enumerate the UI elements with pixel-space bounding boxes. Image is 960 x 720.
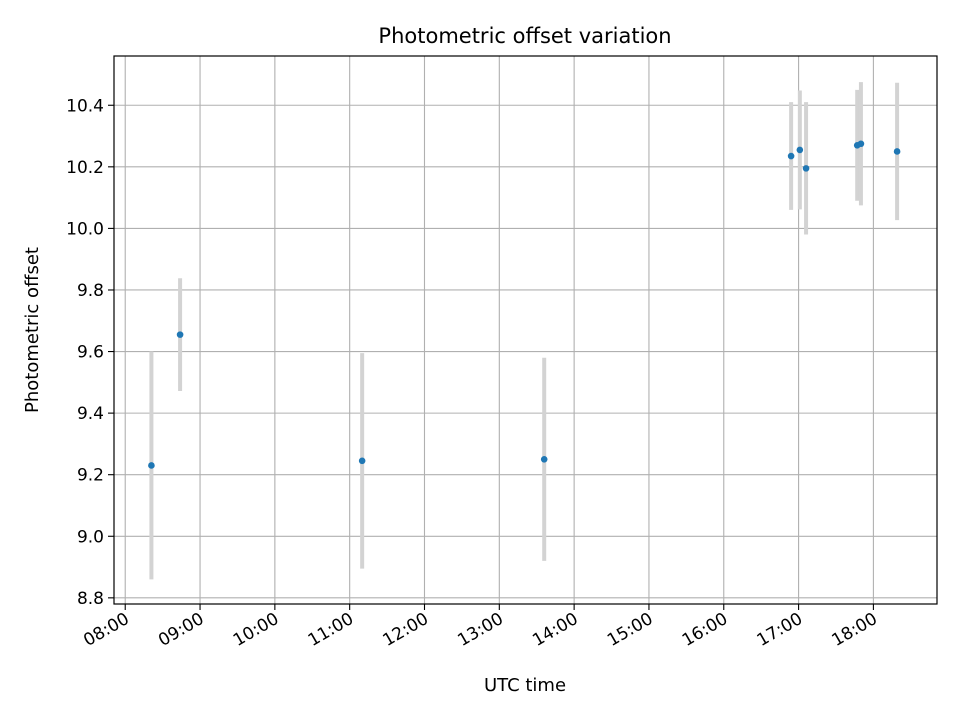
y-tick-label: 9.8 [77, 281, 104, 301]
data-point [358, 457, 366, 465]
y-tick-label: 8.8 [77, 589, 104, 609]
data-points [148, 140, 901, 469]
y-tick-label: 9.6 [77, 343, 104, 363]
y-tick-label: 10.2 [66, 158, 104, 178]
grid [114, 56, 937, 604]
data-point [176, 331, 184, 338]
data-point [857, 140, 865, 148]
data-point [796, 146, 804, 154]
y-tick-label: 10.0 [66, 219, 104, 239]
plot-frame [113, 55, 938, 605]
y-tick-label: 9.4 [77, 404, 104, 424]
data-point [787, 152, 795, 160]
y-tick-label: 10.4 [66, 96, 104, 116]
y-axis-label: Photometric offset [22, 247, 43, 413]
data-point [540, 456, 548, 463]
y-tick-label: 9.2 [77, 466, 104, 486]
x-axis-label: UTC time [484, 675, 566, 696]
data-point [802, 165, 810, 172]
y-tick-label: 9.0 [77, 527, 104, 547]
data-point [148, 462, 155, 469]
data-point [893, 148, 901, 155]
y-axis-ticks: 8.8 9.0 9.2 9.4 9.6 9.8 10.0 10.2 10.4 [66, 96, 114, 609]
chart-title: Photometric offset variation [378, 24, 671, 48]
